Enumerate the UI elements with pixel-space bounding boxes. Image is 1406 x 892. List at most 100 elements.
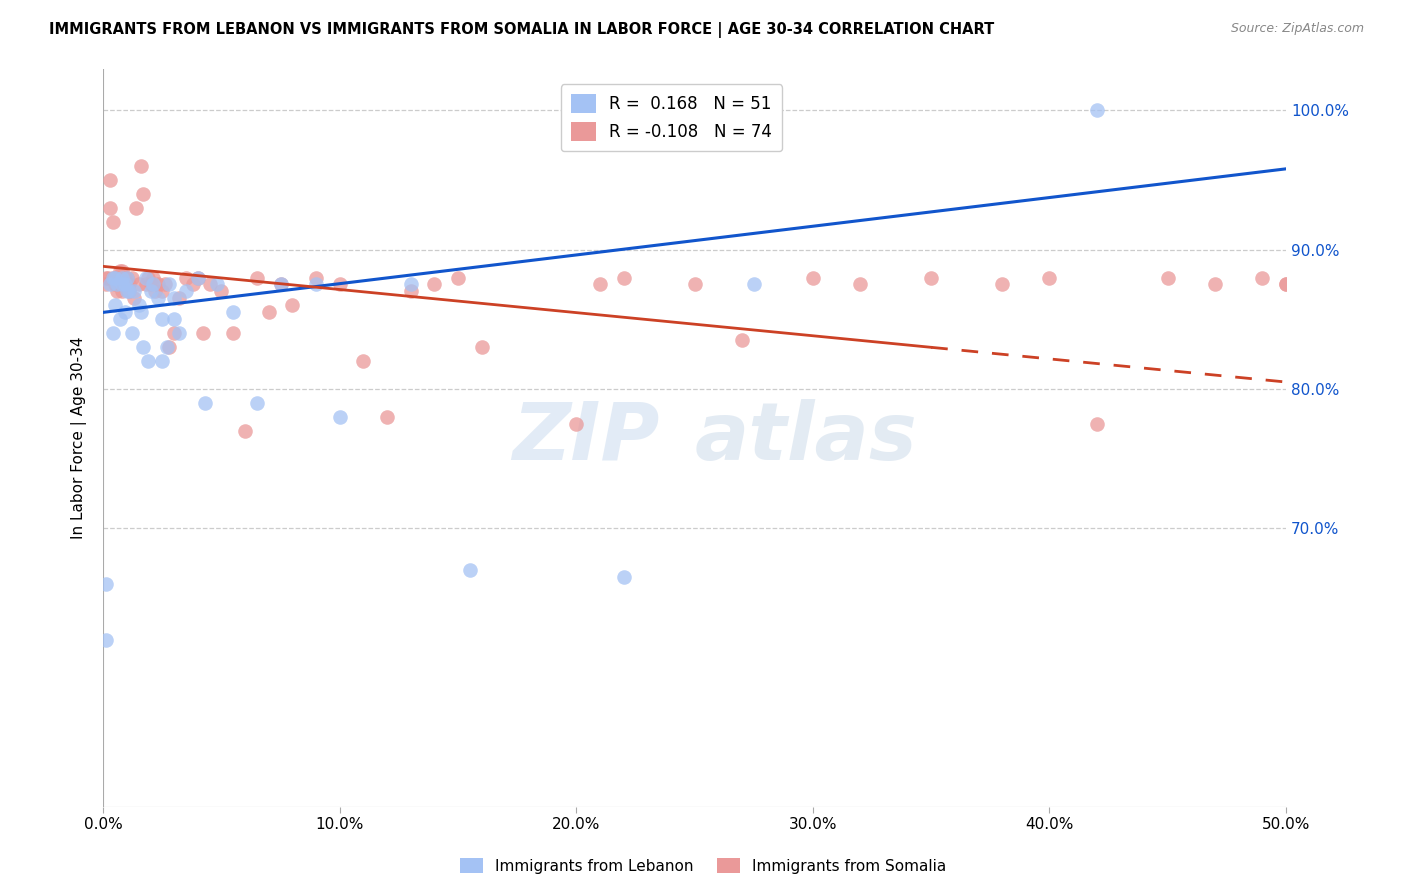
Point <box>181 277 204 292</box>
Point <box>174 285 197 299</box>
Point <box>163 326 186 341</box>
Point <box>108 312 131 326</box>
Point <box>118 277 141 292</box>
Point <box>111 277 134 292</box>
Point <box>111 263 134 277</box>
Point <box>111 285 134 299</box>
Point <box>108 277 131 292</box>
Point <box>222 326 245 341</box>
Point <box>101 215 124 229</box>
Point <box>104 270 127 285</box>
Text: Source: ZipAtlas.com: Source: ZipAtlas.com <box>1230 22 1364 36</box>
Point <box>1085 103 1108 118</box>
Point <box>118 285 141 299</box>
Point <box>1251 270 1274 285</box>
Point <box>270 277 292 292</box>
Point <box>163 312 186 326</box>
Point <box>211 285 233 299</box>
Point <box>305 277 328 292</box>
Point <box>458 563 481 577</box>
Point <box>471 340 494 354</box>
Point <box>174 270 197 285</box>
Point <box>150 354 173 368</box>
Point <box>98 277 121 292</box>
Point <box>613 270 636 285</box>
Point <box>101 270 124 285</box>
Point <box>114 305 136 319</box>
Point <box>613 570 636 584</box>
Point <box>153 277 176 292</box>
Point <box>246 396 269 410</box>
Point <box>94 270 117 285</box>
Point <box>742 277 765 292</box>
Point <box>101 270 124 285</box>
Point <box>257 305 280 319</box>
Point <box>233 424 256 438</box>
Legend: Immigrants from Lebanon, Immigrants from Somalia: Immigrants from Lebanon, Immigrants from… <box>454 852 952 880</box>
Point <box>125 201 148 215</box>
Point <box>159 340 181 354</box>
Point <box>111 270 134 285</box>
Point <box>423 277 446 292</box>
Point <box>187 270 209 285</box>
Point <box>447 270 470 285</box>
Point <box>146 277 169 292</box>
Point <box>991 277 1014 292</box>
Point <box>198 277 221 292</box>
Point <box>142 270 165 285</box>
Point <box>122 292 145 306</box>
Point <box>121 326 143 341</box>
Point <box>849 277 872 292</box>
Point <box>104 277 127 292</box>
Point <box>108 263 131 277</box>
Point <box>115 277 138 292</box>
Point <box>94 632 117 647</box>
Point <box>143 285 166 299</box>
Point <box>132 340 155 354</box>
Point <box>683 277 706 292</box>
Point <box>329 409 352 424</box>
Point <box>115 270 138 285</box>
Point <box>114 277 136 292</box>
Point <box>132 186 155 201</box>
Point <box>136 270 159 285</box>
Point <box>114 277 136 292</box>
Point <box>191 326 214 341</box>
Text: ZIP: ZIP <box>512 399 659 476</box>
Point <box>135 270 157 285</box>
Point <box>115 270 138 285</box>
Point <box>114 270 136 285</box>
Point <box>565 417 588 431</box>
Point <box>107 270 129 285</box>
Point <box>94 277 117 292</box>
Legend: R =  0.168   N = 51, R = -0.108   N = 74: R = 0.168 N = 51, R = -0.108 N = 74 <box>561 84 782 151</box>
Point <box>146 292 169 306</box>
Point <box>1275 277 1298 292</box>
Point <box>128 277 150 292</box>
Point <box>129 305 152 319</box>
Point <box>920 270 942 285</box>
Point <box>194 396 217 410</box>
Point <box>139 277 162 292</box>
Point <box>150 285 173 299</box>
Point <box>159 277 181 292</box>
Point <box>167 326 190 341</box>
Point <box>128 298 150 312</box>
Point <box>375 409 398 424</box>
Point <box>731 333 754 347</box>
Point <box>122 285 145 299</box>
Point <box>1275 277 1298 292</box>
Point <box>98 201 121 215</box>
Point <box>104 298 127 312</box>
Point <box>118 285 141 299</box>
Point <box>142 277 165 292</box>
Point <box>101 326 124 341</box>
Text: IMMIGRANTS FROM LEBANON VS IMMIGRANTS FROM SOMALIA IN LABOR FORCE | AGE 30-34 CO: IMMIGRANTS FROM LEBANON VS IMMIGRANTS FR… <box>49 22 994 38</box>
Point <box>399 285 422 299</box>
Point <box>1038 270 1060 285</box>
Point <box>129 159 152 173</box>
Point <box>329 277 352 292</box>
Point <box>246 270 269 285</box>
Point <box>150 312 173 326</box>
Point <box>1085 417 1108 431</box>
